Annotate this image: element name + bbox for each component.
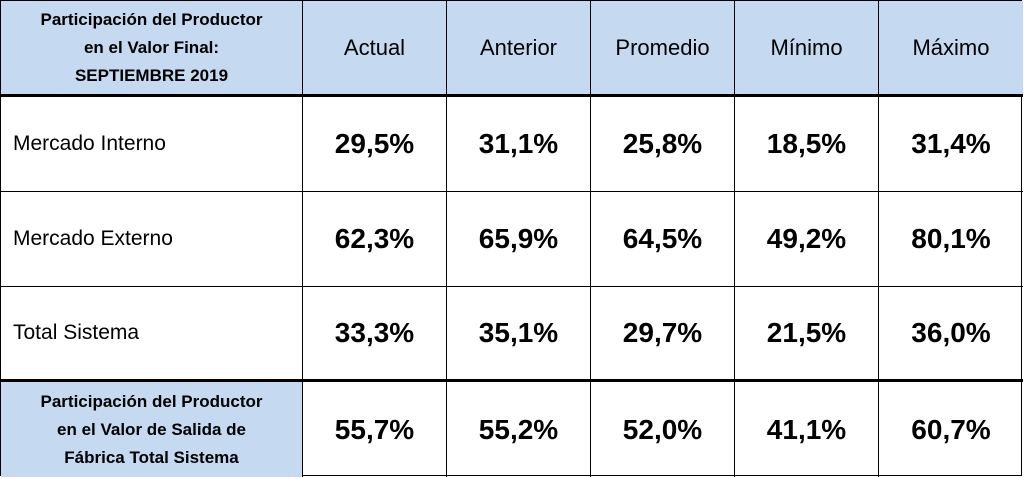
value: 31,4% [911,128,991,159]
header-label-line: en el Valor Final: [83,37,220,57]
label-lines: Participación del Productor en el Valor d… [1,388,302,472]
row-label: Mercado Interno [13,132,166,155]
value: 33,3% [334,317,415,348]
label-lines: Mercado Externo [1,227,173,251]
value: 21,5% [766,317,847,348]
value-cell: 29,5% [303,97,447,192]
row-label: Total Sistema [13,321,140,344]
label-cell: Participación del Productor en el Valor d… [1,382,303,477]
value-cell: 55,7% [303,382,447,477]
column-header-text: Promedio [615,34,710,60]
column-header-text: Anterior [479,34,558,60]
value: 35,1% [478,317,559,348]
value-cell: 29,7% [591,287,735,382]
value-cell: 31,4% [879,97,1023,192]
header-label-line: en el Valor de Salida de [57,419,246,439]
value: 52,0% [622,413,703,445]
value-cell: 18,5% [735,97,879,192]
column-header: Anterior [447,1,591,97]
column-header-text: Mínimo [770,34,843,60]
value: 31,1% [478,128,559,159]
value-cell: 35,1% [447,287,591,382]
column-header-text: Actual [343,34,406,60]
header-label-line: SEPTIEMBRE 2019 [74,65,229,85]
column-header: Actual [303,1,447,97]
value: 62,3% [334,223,415,254]
value: 29,5% [334,128,415,159]
value-cell: 31,1% [447,97,591,192]
value: 49,2% [766,223,847,254]
value-cell: 36,0% [879,287,1023,382]
value: 18,5% [766,128,847,159]
value-cell: 41,1% [735,382,879,477]
value-cell: 25,8% [591,97,735,192]
value: 29,7% [622,317,703,348]
column-header: Mínimo [735,1,879,97]
value-cell: 52,0% [591,382,735,477]
label-cell: Total Sistema [1,287,303,382]
value: 64,5% [622,223,703,254]
value-cell: 33,3% [303,287,447,382]
header-label-line: Participación del Productor [40,391,263,411]
value-cell: 65,9% [447,192,591,287]
value: 36,0% [911,317,991,348]
value-cell: 49,2% [735,192,879,287]
value: 60,7% [911,413,991,445]
value-cell: 60,7% [879,382,1023,477]
label-lines: Total Sistema [1,321,139,345]
label-cell: Mercado Externo [1,192,303,287]
column-header: Máximo [879,1,1023,97]
header-label-line: Participación del Productor [40,9,263,29]
value: 25,8% [622,128,703,159]
value: 55,7% [334,413,415,445]
label-cell: Mercado Interno [1,97,303,192]
label-cell: Participación del Productor en el Valor F… [1,1,303,97]
value-cell: 55,2% [447,382,591,477]
value-cell: 64,5% [591,192,735,287]
value-cell: 62,3% [303,192,447,287]
row-label: Mercado Externo [13,227,173,250]
value-cell: 80,1% [879,192,1023,287]
value: 65,9% [478,223,559,254]
column-header: Promedio [591,1,735,97]
header-label-line: Fábrica Total Sistema [64,447,239,467]
label-lines: Mercado Interno [1,132,166,156]
value: 41,1% [766,413,847,445]
label-lines: Participación del Productor en el Valor F… [1,6,302,90]
value: 55,2% [478,413,559,445]
column-header-text: Máximo [912,34,990,60]
value: 80,1% [911,223,991,254]
value-cell: 21,5% [735,287,879,382]
